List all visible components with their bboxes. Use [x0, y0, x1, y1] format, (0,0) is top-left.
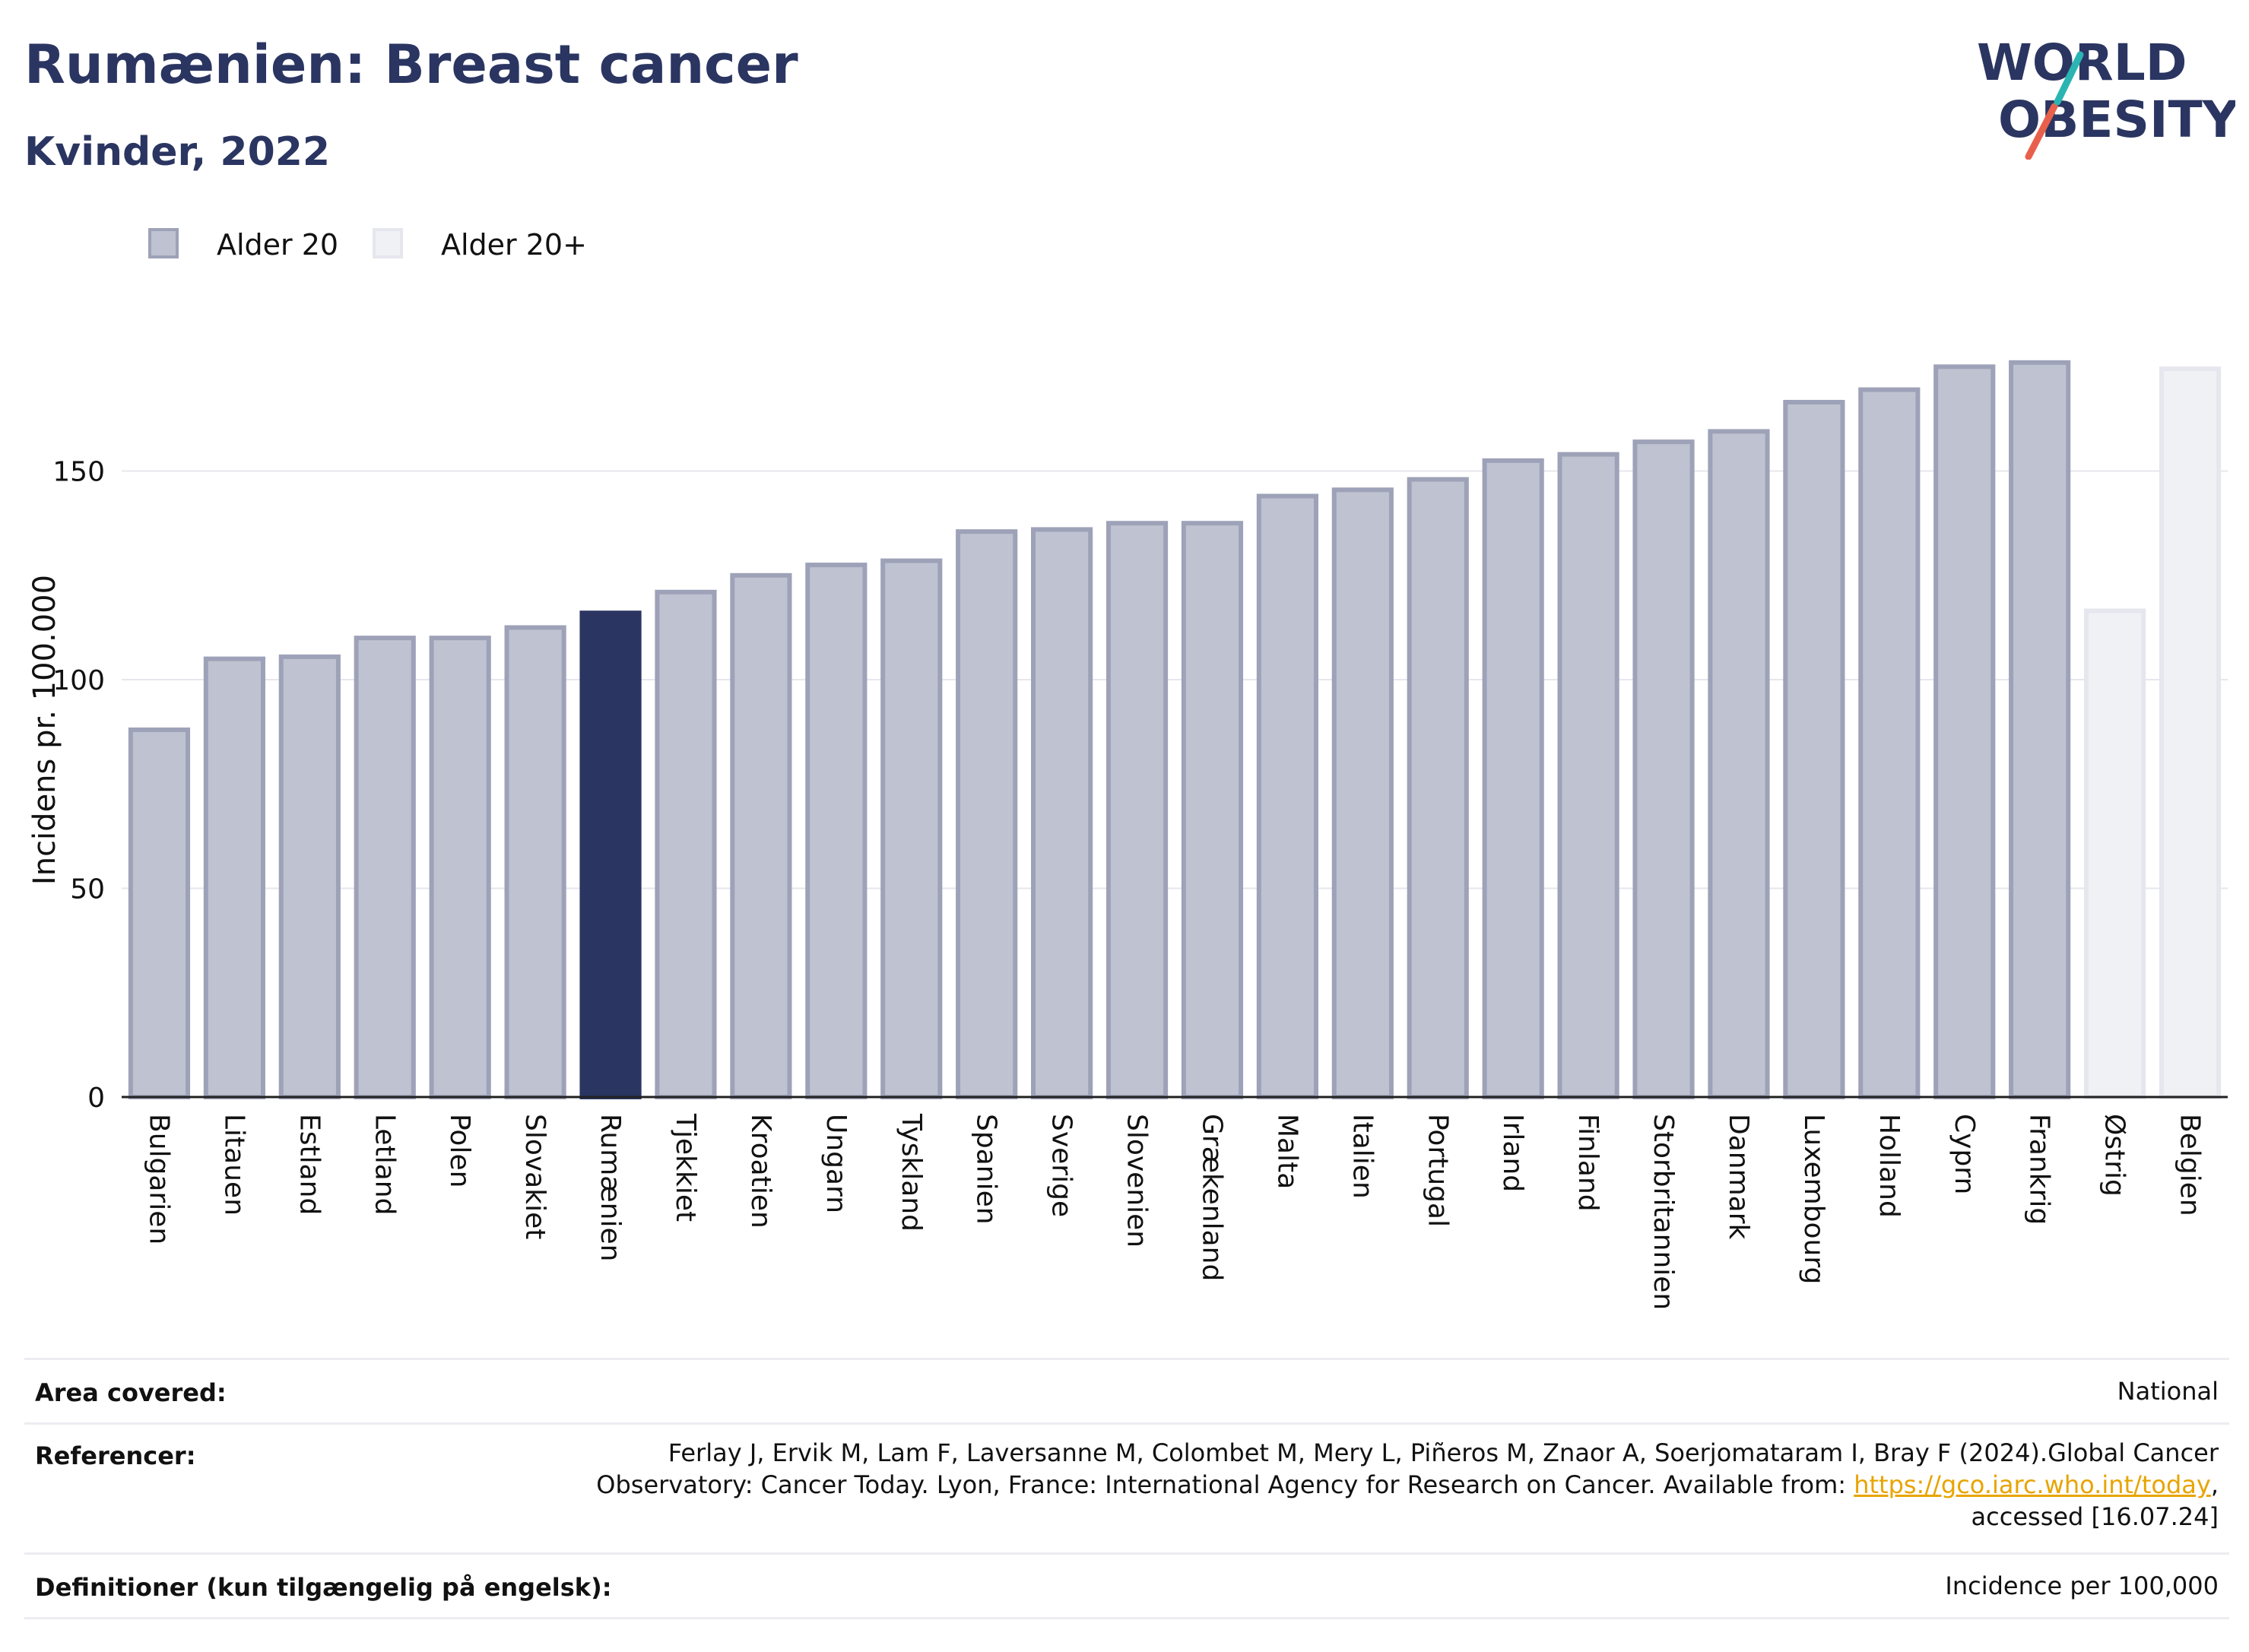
x-tick-label: Tyskland [896, 1113, 927, 1232]
x-tick-label: Spanien [971, 1114, 1002, 1225]
x-tick-label: Italien [1347, 1114, 1378, 1199]
y-axis-label: Incidens pr. 100.000 [27, 575, 62, 885]
x-tick-label: Ungarn [820, 1114, 852, 1213]
bar-sverige[interactable] [1031, 527, 1093, 1099]
bar-portugal[interactable] [1407, 477, 1469, 1099]
x-tick-label: Letland [369, 1114, 400, 1215]
bar-estland[interactable] [278, 654, 341, 1099]
reference-link[interactable]: https://gco.iarc.who.int/today [1854, 1470, 2211, 1499]
x-tick-label: Bulgarien [143, 1114, 174, 1245]
legend-label: Alder 20+ [441, 228, 587, 262]
bar-cyprn[interactable] [1933, 364, 1996, 1099]
bar-litauen[interactable] [203, 656, 265, 1099]
reference-line-1: Ferlay J, Ervik M, Lam F, Laversanne M, … [668, 1438, 2219, 1467]
legend-label: Alder 20 [217, 228, 339, 262]
x-tick-label: Holland [1873, 1114, 1905, 1218]
x-tick-label: Slovakiet [519, 1114, 550, 1239]
bar-spanien[interactable] [956, 529, 1018, 1099]
legend-swatch [148, 228, 179, 258]
bar-luxembourg[interactable] [1783, 400, 1845, 1099]
x-tick-label: Østrig [2099, 1114, 2130, 1197]
area-covered-label: Area covered: [35, 1378, 227, 1407]
bar-storbritannien[interactable] [1632, 439, 1695, 1099]
x-tick-label: Polen [444, 1114, 475, 1187]
x-tick-label: Tjekkiet [670, 1113, 701, 1222]
page-subtitle: Kvinder, 2022 [24, 129, 331, 175]
bar-slovakiet[interactable] [504, 625, 566, 1099]
bar-grækenland[interactable] [1181, 521, 1244, 1099]
references-value: Ferlay J, Ervik M, Lam F, Laversanne M, … [596, 1437, 2219, 1533]
reference-text: Observatory: Cancer Today. Lyon, France:… [596, 1470, 1854, 1499]
world-obesity-logo: WORLD OBESITY [1977, 33, 2235, 160]
x-tick-label: Danmark [1723, 1114, 1754, 1240]
bar-italien[interactable] [1331, 487, 1394, 1099]
reference-line-2: Observatory: Cancer Today. Lyon, France:… [596, 1469, 2219, 1501]
reference-text: , [2210, 1470, 2219, 1499]
references-label: Referencer: [35, 1441, 196, 1470]
bar-malta[interactable] [1256, 493, 1318, 1099]
x-tick-label: Belgien [2174, 1114, 2206, 1216]
bar-letland[interactable] [354, 636, 416, 1099]
bar-kroatien[interactable] [730, 572, 792, 1099]
x-tick-label: Litauen [218, 1114, 249, 1216]
y-tick-label: 50 [70, 874, 105, 905]
x-tick-label: Luxembourg [1798, 1114, 1829, 1284]
bar-finland[interactable] [1557, 452, 1619, 1099]
definitions-value: Incidence per 100,000 [1945, 1571, 2219, 1600]
x-tick-label: Rumænien [595, 1114, 626, 1261]
area-covered-value: National [2117, 1377, 2219, 1406]
x-tick-label: Slovenien [1121, 1114, 1153, 1248]
bar-bulgarien[interactable] [128, 727, 191, 1099]
x-tick-label: Irland [1497, 1114, 1528, 1192]
page-title: Rumænien: Breast cancer [24, 33, 798, 96]
bar-irland[interactable] [1482, 458, 1544, 1099]
x-tick-label: Portugal [1422, 1114, 1453, 1227]
bar-tjekkiet[interactable] [655, 589, 717, 1099]
x-tick-label: Sverige [1046, 1114, 1077, 1217]
bar-frankrig[interactable] [2009, 360, 2071, 1099]
x-tick-label: Finland [1572, 1114, 1603, 1212]
bar-chart: 0 50 100 150 Bulgarien Litauen Estland Letland P… [27, 360, 2228, 1310]
bar-polen[interactable] [429, 636, 491, 1099]
x-tick-label: Frankrig [2024, 1114, 2055, 1225]
bar-danmark[interactable] [1708, 429, 1770, 1099]
bar-østrig[interactable] [2084, 608, 2146, 1099]
bar-rumænien[interactable] [579, 610, 642, 1099]
x-tick-label: Estland [293, 1114, 325, 1215]
x-tick-label: Kroatien [745, 1114, 776, 1229]
definitions-label: Definitioner (kun tilgængelig på engelsk… [35, 1573, 612, 1602]
footer-row-area: Area covered: National [24, 1358, 2229, 1422]
bar-slovenien[interactable] [1105, 521, 1169, 1099]
footer-row-definitions: Definitioner (kun tilgængelig på engelsk… [24, 1552, 2229, 1619]
bar-holland[interactable] [1858, 387, 1921, 1099]
chart-footer: Area covered: National Referencer: Ferla… [24, 1358, 2229, 1619]
x-tick-label: Malta [1271, 1114, 1302, 1189]
y-tick-label: 100 [52, 665, 105, 696]
bar-ungarn[interactable] [805, 563, 868, 1099]
legend-swatch [373, 228, 403, 258]
bar-tyskland[interactable] [880, 558, 943, 1099]
footer-row-references: Referencer: Ferlay J, Ervik M, Lam F, La… [24, 1422, 2229, 1552]
x-tick-label: Grækenland [1196, 1114, 1227, 1281]
x-tick-label: Cyprn [1949, 1114, 1980, 1194]
reference-line-3: accessed [16.07.24] [1971, 1502, 2219, 1531]
y-tick-label: 0 [87, 1083, 105, 1114]
x-tick-label: Storbritannien [1648, 1114, 1679, 1310]
bar-belgien[interactable] [2159, 366, 2222, 1099]
svg-text:WORLD: WORLD [1977, 33, 2187, 92]
y-tick-label: 150 [52, 457, 105, 488]
